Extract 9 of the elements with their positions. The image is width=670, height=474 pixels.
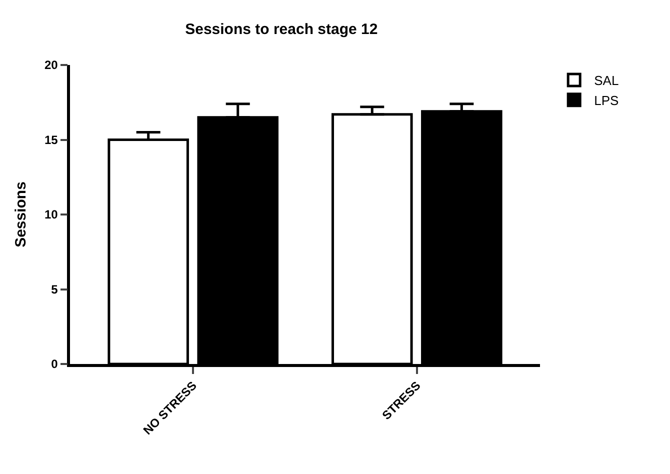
legend-label: SAL [594, 73, 619, 88]
legend-label: LPS [594, 92, 619, 108]
y-tick-label: 10 [44, 208, 58, 222]
y-tick-label: 20 [44, 58, 58, 72]
chart-title: Sessions to reach stage 12 [185, 21, 378, 38]
y-tick-label: 5 [51, 282, 58, 296]
y-axis-title: Sessions [12, 182, 30, 248]
y-tick-label: 0 [51, 357, 58, 372]
y-tick-label: 15 [44, 132, 58, 147]
